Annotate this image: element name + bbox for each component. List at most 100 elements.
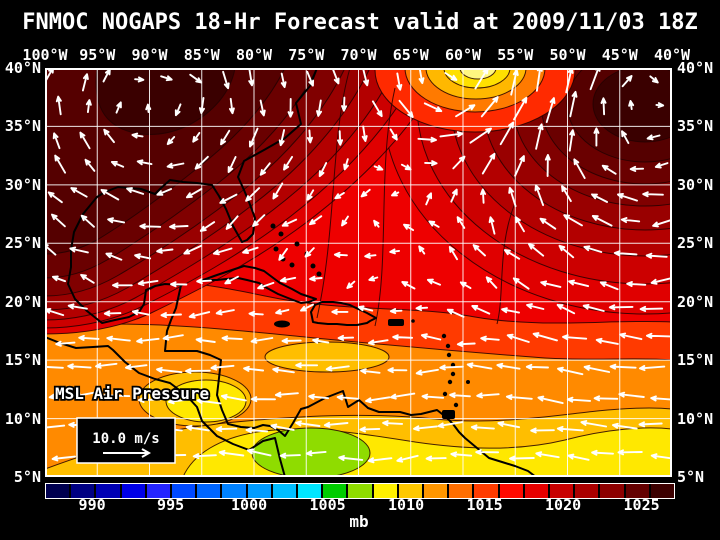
wind-arrow-icon bbox=[224, 275, 239, 285]
lat-tick-label: 25°N bbox=[677, 234, 714, 253]
wind-arrow-icon bbox=[556, 425, 584, 432]
lat-tick-label: 20°N bbox=[4, 292, 41, 311]
wind-arrow-icon bbox=[439, 131, 464, 138]
lat-tick-label: 15°N bbox=[4, 351, 41, 370]
wind-arrow-icon bbox=[185, 424, 210, 432]
wind-arrow-icon bbox=[626, 281, 647, 287]
wind-arrow-icon bbox=[398, 99, 414, 118]
wind-arrow-icon bbox=[496, 362, 521, 370]
wind-arrow-icon bbox=[535, 451, 560, 459]
lat-tick-label: 30°N bbox=[677, 175, 714, 194]
wind-arrow-icon bbox=[456, 216, 466, 229]
wind-arrow-icon bbox=[470, 424, 495, 431]
wind-arrow-icon bbox=[287, 97, 294, 118]
colorbar-cell bbox=[550, 484, 574, 498]
wind-arrow-icon bbox=[557, 366, 584, 376]
wind-arrow-icon bbox=[417, 136, 437, 143]
colorbar-cell bbox=[146, 484, 171, 498]
wind-arrow-icon bbox=[305, 450, 327, 457]
wind-arrow-icon bbox=[368, 275, 379, 282]
wind-arrow-icon bbox=[568, 129, 576, 152]
wind-arrow-icon bbox=[420, 333, 442, 341]
wind-arrow-icon bbox=[243, 365, 265, 372]
wind-arrow-icon bbox=[105, 252, 123, 261]
wind-arrow-icon bbox=[537, 395, 564, 405]
wind-arrow-icon bbox=[373, 164, 384, 171]
wind-arrow-icon bbox=[595, 337, 619, 345]
wind-arrow-icon bbox=[638, 365, 666, 372]
wind-arrow-icon bbox=[246, 448, 272, 457]
wind-arrow-icon bbox=[304, 247, 315, 258]
wind-arrow-icon bbox=[212, 247, 233, 256]
wind-arrow-icon bbox=[270, 423, 295, 431]
wind-arrow-icon bbox=[469, 127, 492, 144]
wind-arrow-icon bbox=[365, 396, 391, 404]
lon-tick-label: 95°W bbox=[79, 46, 116, 64]
wind-arrow-icon bbox=[55, 340, 76, 347]
lat-tick-label: 30°N bbox=[4, 175, 41, 194]
wind-arrow-icon bbox=[278, 247, 288, 261]
wind-arrow-icon bbox=[539, 217, 557, 230]
wind-arrow-icon bbox=[367, 457, 393, 464]
wind-arrow-icon bbox=[569, 90, 578, 118]
wind-arrow-icon bbox=[364, 252, 377, 259]
colorbar-cell bbox=[121, 484, 145, 498]
lon-tick-label: 45°W bbox=[601, 46, 638, 64]
colorbar-cell bbox=[449, 484, 473, 498]
wind-arrow-icon bbox=[361, 125, 368, 142]
lon-tick-label: 40°W bbox=[653, 46, 691, 64]
wind-arrow-icon bbox=[70, 187, 88, 198]
wind-arrow-icon bbox=[259, 162, 271, 176]
wind-arrow-icon bbox=[391, 190, 400, 197]
wind-arrow-icon bbox=[162, 334, 184, 341]
wind-speed-legend: 10.0 m/s bbox=[76, 417, 176, 464]
wind-arrow-icon bbox=[421, 393, 445, 400]
wind-arrow-icon bbox=[333, 251, 348, 258]
wind-arrow-icon bbox=[227, 156, 237, 173]
wind-arrow-icon bbox=[425, 192, 433, 206]
wind-arrow-icon bbox=[528, 243, 545, 257]
wind-arrow-icon bbox=[371, 100, 383, 118]
lat-tick-label: 35°N bbox=[4, 117, 41, 136]
colorbar-tick-value: 1015 bbox=[466, 496, 503, 514]
wind-arrow-icon bbox=[51, 455, 76, 462]
wind-arrow-icon bbox=[228, 97, 235, 115]
wind-arrow-icon bbox=[55, 95, 62, 116]
wind-arrow-icon bbox=[396, 72, 403, 91]
wind-arrow-icon bbox=[567, 453, 590, 461]
wind-arrow-icon bbox=[308, 215, 323, 226]
wind-arrow-icon bbox=[439, 364, 464, 371]
wind-arrow-icon bbox=[221, 335, 243, 342]
wind-arrow-icon bbox=[80, 273, 95, 284]
wind-arrow-icon bbox=[242, 246, 259, 254]
wind-arrow-icon bbox=[534, 184, 545, 207]
wind-arrow-icon bbox=[54, 154, 67, 174]
colorbar-cell bbox=[222, 484, 246, 498]
wind-arrow-icon bbox=[583, 364, 611, 373]
wind-arrow-icon bbox=[566, 396, 592, 403]
wind-arrow-icon bbox=[499, 121, 515, 146]
wind-arrow-icon bbox=[437, 421, 464, 429]
colorbar-cell bbox=[197, 484, 221, 498]
wind-arrow-icon bbox=[295, 362, 319, 369]
wind-arrow-icon bbox=[306, 129, 313, 144]
wind-arrow-icon bbox=[619, 332, 643, 341]
wind-arrow-icon bbox=[476, 392, 500, 399]
wind-arrow-icon bbox=[415, 305, 429, 312]
wind-arrow-icon bbox=[609, 363, 637, 370]
wind-arrow-icon bbox=[512, 277, 530, 290]
wind-arrow-icon bbox=[275, 308, 290, 315]
colorbar-cell bbox=[71, 484, 95, 498]
wind-arrow-icon bbox=[279, 276, 297, 283]
lat-tick-label: 5°N bbox=[677, 468, 705, 486]
wind-arrow-icon bbox=[655, 102, 665, 109]
lon-tick-label: 65°W bbox=[392, 46, 429, 64]
wind-arrow-icon bbox=[167, 398, 191, 405]
wind-arrow-icon bbox=[396, 454, 419, 463]
wind-arrow-icon bbox=[198, 96, 205, 114]
wind-arrow-icon bbox=[185, 368, 211, 374]
wind-arrow-icon bbox=[593, 127, 600, 147]
wind-arrow-icon bbox=[225, 215, 239, 230]
wind-arrow-icon bbox=[565, 68, 574, 94]
wind-arrow-icon bbox=[450, 188, 458, 203]
